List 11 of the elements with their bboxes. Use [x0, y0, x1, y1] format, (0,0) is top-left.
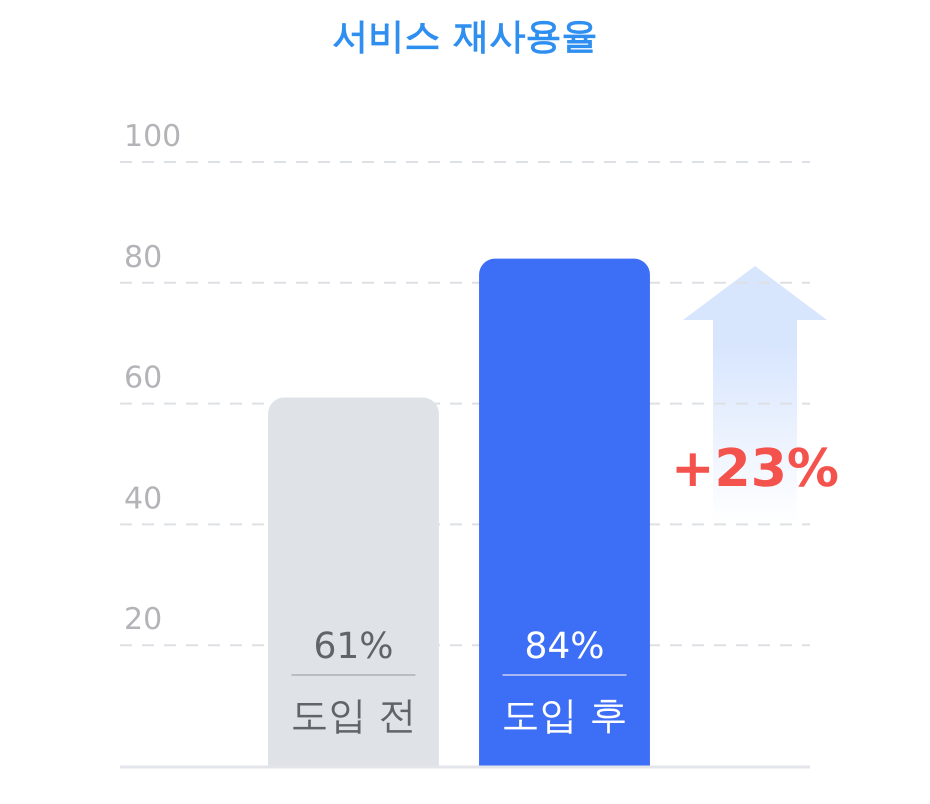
x-tick-label: 도입 전 [290, 693, 417, 737]
y-tick-label: 20 [124, 602, 162, 638]
y-tick-label: 40 [124, 481, 162, 516]
data-label: 84% [524, 626, 605, 667]
y-tick-label: 100 [124, 119, 182, 154]
chart-title: 서비스 재사용율 [332, 15, 598, 59]
data-label: 61% [313, 626, 394, 667]
annotation: +23% [670, 439, 840, 499]
x-tick-label: 도입 후 [501, 693, 628, 737]
y-tick-label: 60 [124, 360, 162, 396]
y-tick-label: 80 [124, 240, 162, 275]
